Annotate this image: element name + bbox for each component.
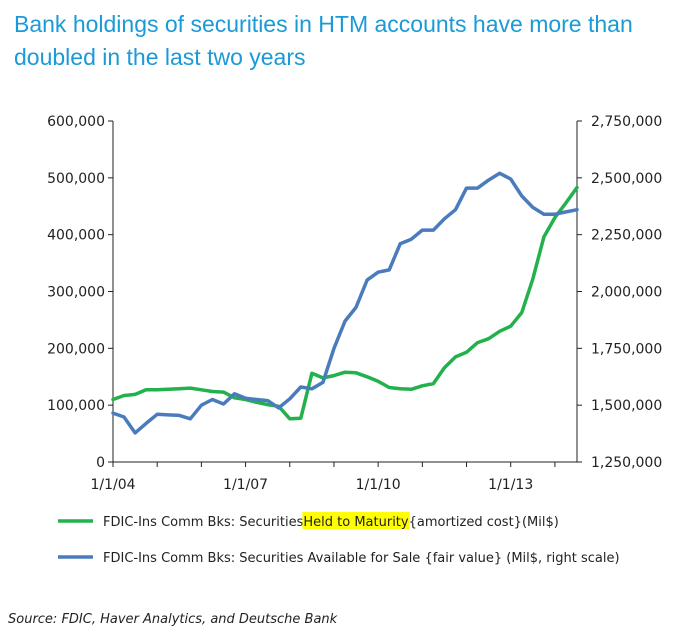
right-tick-label: 2,500,000 xyxy=(591,171,662,187)
legend: FDIC-Ins Comm Bks: Securities Held to Ma… xyxy=(58,512,620,566)
right-tick-label: 1,250,000 xyxy=(591,455,662,471)
series-lines xyxy=(111,171,579,435)
left-tick-label: 600,000 xyxy=(47,114,105,130)
right-tick-label: 2,000,000 xyxy=(591,285,662,301)
htm-series-line xyxy=(111,185,579,421)
right-tick-label: 1,500,000 xyxy=(591,398,662,414)
x-tick-label: 1/1/13 xyxy=(488,477,533,493)
left-tick-label: 500,000 xyxy=(47,171,105,187)
right-tick-label: 2,750,000 xyxy=(591,114,662,130)
highlight-marker xyxy=(302,512,410,529)
x-tick-label: 1/1/10 xyxy=(356,477,401,493)
right-tick-label: 2,250,000 xyxy=(591,228,662,244)
left-tick-label: 300,000 xyxy=(47,285,105,301)
left-tick-label: 0 xyxy=(96,455,105,471)
left-tick-label: 200,000 xyxy=(47,341,105,357)
afs-series-line xyxy=(111,171,579,435)
x-tick-label: 1/1/04 xyxy=(90,477,135,493)
left-tick-label: 400,000 xyxy=(47,228,105,244)
axes: 0 100,000 200,000 300,000 400,000 500,000 600,… xyxy=(47,114,662,493)
x-tick-label: 1/1/07 xyxy=(223,477,268,493)
legend-label-afs: FDIC-Ins Comm Bks: Securities Available … xyxy=(103,551,620,566)
legend-label-htm-post: {amortized cost}(Mil$) xyxy=(409,515,559,530)
right-tick-label: 1,750,000 xyxy=(591,341,662,357)
legend-label-htm-pre: FDIC-Ins Comm Bks: Securities xyxy=(103,515,304,530)
legend-label-htm-highlight: Held to Maturity xyxy=(303,515,409,530)
left-tick-label: 100,000 xyxy=(47,398,105,414)
source-note: Source: FDIC, Haver Analytics, and Deuts… xyxy=(8,612,338,627)
chart-title: Bank holdings of securities in HTM accou… xyxy=(14,11,633,70)
